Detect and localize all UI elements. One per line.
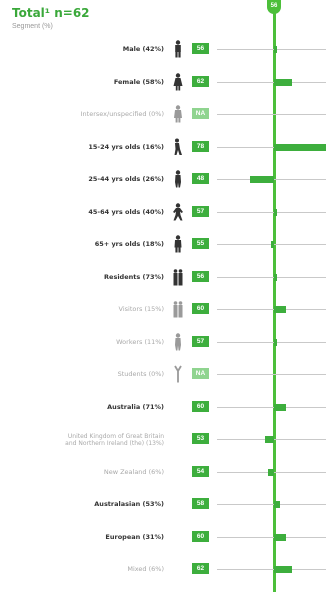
deviation-bar [274, 404, 286, 411]
bar-track [217, 147, 326, 148]
bar-track [217, 49, 326, 50]
chart-row: Mixed (6%) 62 [0, 559, 326, 579]
deviation-bar [274, 209, 277, 216]
male-figure-icon [171, 40, 185, 58]
score-badge: 60 [192, 303, 209, 314]
score-badge: 48 [192, 173, 209, 184]
category-label: Visitors (15%) [118, 305, 164, 313]
category-label: New Zealand (6%) [103, 468, 164, 476]
deviation-bar [274, 46, 277, 53]
reference-line [273, 8, 276, 592]
bar-track [217, 407, 326, 408]
category-label: 15-24 yrs olds (16%) [88, 143, 164, 151]
senior-figure-icon [171, 235, 185, 253]
chart-subtitle: Segment (%) [12, 23, 53, 30]
score-badge: 54 [192, 466, 209, 477]
bar-track [217, 569, 326, 570]
category-label: United Kingdom of Great Britain and Nort… [65, 433, 164, 447]
deviation-bar [268, 469, 274, 476]
score-badge: 62 [192, 76, 209, 87]
reference-marker: 56 [267, 0, 281, 14]
bar-track [217, 114, 326, 115]
chart-row: Female (58%) 62 [0, 72, 326, 92]
score-badge: 55 [192, 238, 209, 249]
deviation-bar [274, 339, 277, 346]
score-badge: 62 [192, 563, 209, 574]
deviation-bar [250, 176, 274, 183]
deviation-bar [271, 241, 274, 248]
chart-row: United Kingdom of Great Britain and Nort… [0, 429, 326, 449]
category-label: European (31%) [105, 533, 164, 541]
deviation-bar [265, 436, 274, 443]
category-label: 65+ yrs olds (18%) [94, 240, 164, 248]
youth-figure-icon [171, 138, 185, 156]
chart-row: Workers (11%) 57 [0, 332, 326, 352]
chart-row: New Zealand (6%) 54 [0, 462, 326, 482]
chart-row: 25-44 yrs olds (26%) 48 [0, 169, 326, 189]
bar-track [217, 342, 326, 343]
chart-row: Australasian (53%) 58 [0, 494, 326, 514]
chart-title: Total¹ n=62 [12, 6, 90, 20]
chart-row: Australia (71%) 60 [0, 397, 326, 417]
adult-figure-icon [171, 170, 185, 188]
visitor-group-icon [171, 300, 185, 318]
worker-figure-icon [171, 333, 185, 351]
deviation-bar [274, 144, 326, 151]
chart-row: Students (0%) NA [0, 364, 326, 384]
score-badge: 57 [192, 206, 209, 217]
student-figure-icon [171, 365, 185, 383]
category-label: 25-44 yrs olds (26%) [88, 175, 164, 183]
score-badge: NA [192, 108, 209, 119]
category-label: Male (42%) [122, 45, 164, 53]
bar-track [217, 82, 326, 83]
category-label: Students (0%) [117, 370, 164, 378]
chart-row: 65+ yrs olds (18%) 55 [0, 234, 326, 254]
score-badge: 58 [192, 498, 209, 509]
chart-row: Residents (73%) 56 [0, 267, 326, 287]
chart-row: Visitors (15%) 60 [0, 299, 326, 319]
female-figure-icon [171, 73, 185, 91]
bar-track [217, 212, 326, 213]
resident-group-icon [171, 268, 185, 286]
bar-track [217, 277, 326, 278]
score-badge: 57 [192, 336, 209, 347]
category-label: Residents (73%) [104, 273, 164, 281]
deviation-bar [274, 306, 286, 313]
category-label: Australia (71%) [107, 403, 164, 411]
chart-row: 45-64 yrs olds (40%) 57 [0, 202, 326, 222]
chart-row: Male (42%) 56 [0, 39, 326, 59]
chart-row: 15-24 yrs olds (16%) 78 [0, 137, 326, 157]
score-badge: 56 [192, 43, 209, 54]
bar-track [217, 309, 326, 310]
deviation-bar [274, 501, 280, 508]
score-badge: NA [192, 368, 209, 379]
middle-aged-figure-icon [171, 203, 185, 221]
category-label: Female (58%) [113, 78, 164, 86]
score-badge: 60 [192, 401, 209, 412]
intersex-figure-icon [171, 105, 185, 123]
score-badge: 53 [192, 433, 209, 444]
category-label: Intersex/unspecified (0%) [80, 110, 164, 118]
deviation-bar [274, 274, 277, 281]
bar-track [217, 374, 326, 375]
category-label: Workers (11%) [116, 338, 164, 346]
category-label: Australasian (53%) [94, 500, 164, 508]
score-badge: 56 [192, 271, 209, 282]
bar-track [217, 537, 326, 538]
deviation-bar [274, 566, 292, 573]
category-label: Mixed (6%) [127, 565, 164, 573]
category-label: 45-64 yrs olds (40%) [88, 208, 164, 216]
score-badge: 78 [192, 141, 209, 152]
chart-row: Intersex/unspecified (0%) NA [0, 104, 326, 124]
deviation-bar [274, 534, 286, 541]
score-badge: 60 [192, 531, 209, 542]
chart-row: European (31%) 60 [0, 527, 326, 547]
deviation-bar [274, 79, 292, 86]
bar-track [217, 504, 326, 505]
